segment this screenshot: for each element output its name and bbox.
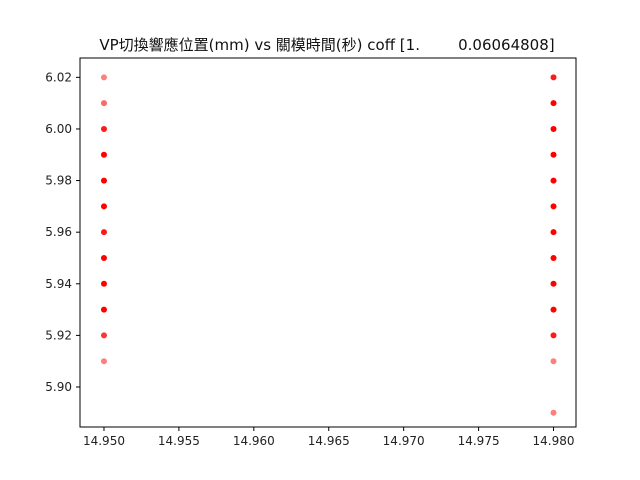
scatter-point — [100, 280, 107, 287]
x-tick-label: 14.960 — [233, 434, 275, 448]
scatter-point — [550, 100, 557, 107]
scatter-point — [100, 100, 107, 107]
scatter-point — [550, 409, 557, 416]
scatter-point — [100, 306, 107, 313]
scatter-point — [550, 151, 557, 158]
scatter-point — [550, 254, 557, 261]
x-tick-label: 14.970 — [383, 434, 425, 448]
y-tick-label: 5.94 — [45, 277, 72, 291]
x-tick-label: 14.955 — [158, 434, 200, 448]
y-tick-label: 5.92 — [45, 328, 72, 342]
scatter-point — [550, 74, 557, 81]
scatter-point — [100, 74, 107, 81]
scatter-point — [100, 151, 107, 158]
scatter-point — [550, 125, 557, 132]
plot-area: 14.950 14.955 14.960 14.965 14.970 14.975 14.9… — [45, 57, 577, 448]
scatter-point — [550, 280, 557, 287]
scatter-point — [550, 332, 557, 339]
scatter-point — [100, 203, 107, 210]
y-tick-label: 6.00 — [45, 122, 72, 136]
scatter-point — [550, 229, 557, 236]
scatter-point — [550, 203, 557, 210]
scatter-point — [550, 306, 557, 313]
scatter-point — [100, 125, 107, 132]
x-tick-label: 14.980 — [533, 434, 575, 448]
scatter-point — [100, 358, 107, 365]
axes-frame — [79, 57, 577, 428]
x-tick-label: 14.965 — [308, 434, 350, 448]
chart-title: VP切換響應位置(mm) vs 關模時間(秒) coff [1. 0.06064… — [99, 36, 554, 54]
scatter-point — [100, 177, 107, 184]
x-tick-label: 14.975 — [458, 434, 500, 448]
scatter-point — [100, 254, 107, 261]
scatter-point — [550, 177, 557, 184]
y-tick-label: 6.02 — [45, 70, 72, 84]
y-tick-label: 5.98 — [45, 174, 72, 188]
y-tick-label: 5.90 — [45, 380, 72, 394]
y-tick-label: 5.96 — [45, 225, 72, 239]
x-tick-label: 14.950 — [83, 434, 125, 448]
scatter-point — [100, 229, 107, 236]
scatter-point — [550, 358, 557, 365]
scatter-point — [100, 332, 107, 339]
